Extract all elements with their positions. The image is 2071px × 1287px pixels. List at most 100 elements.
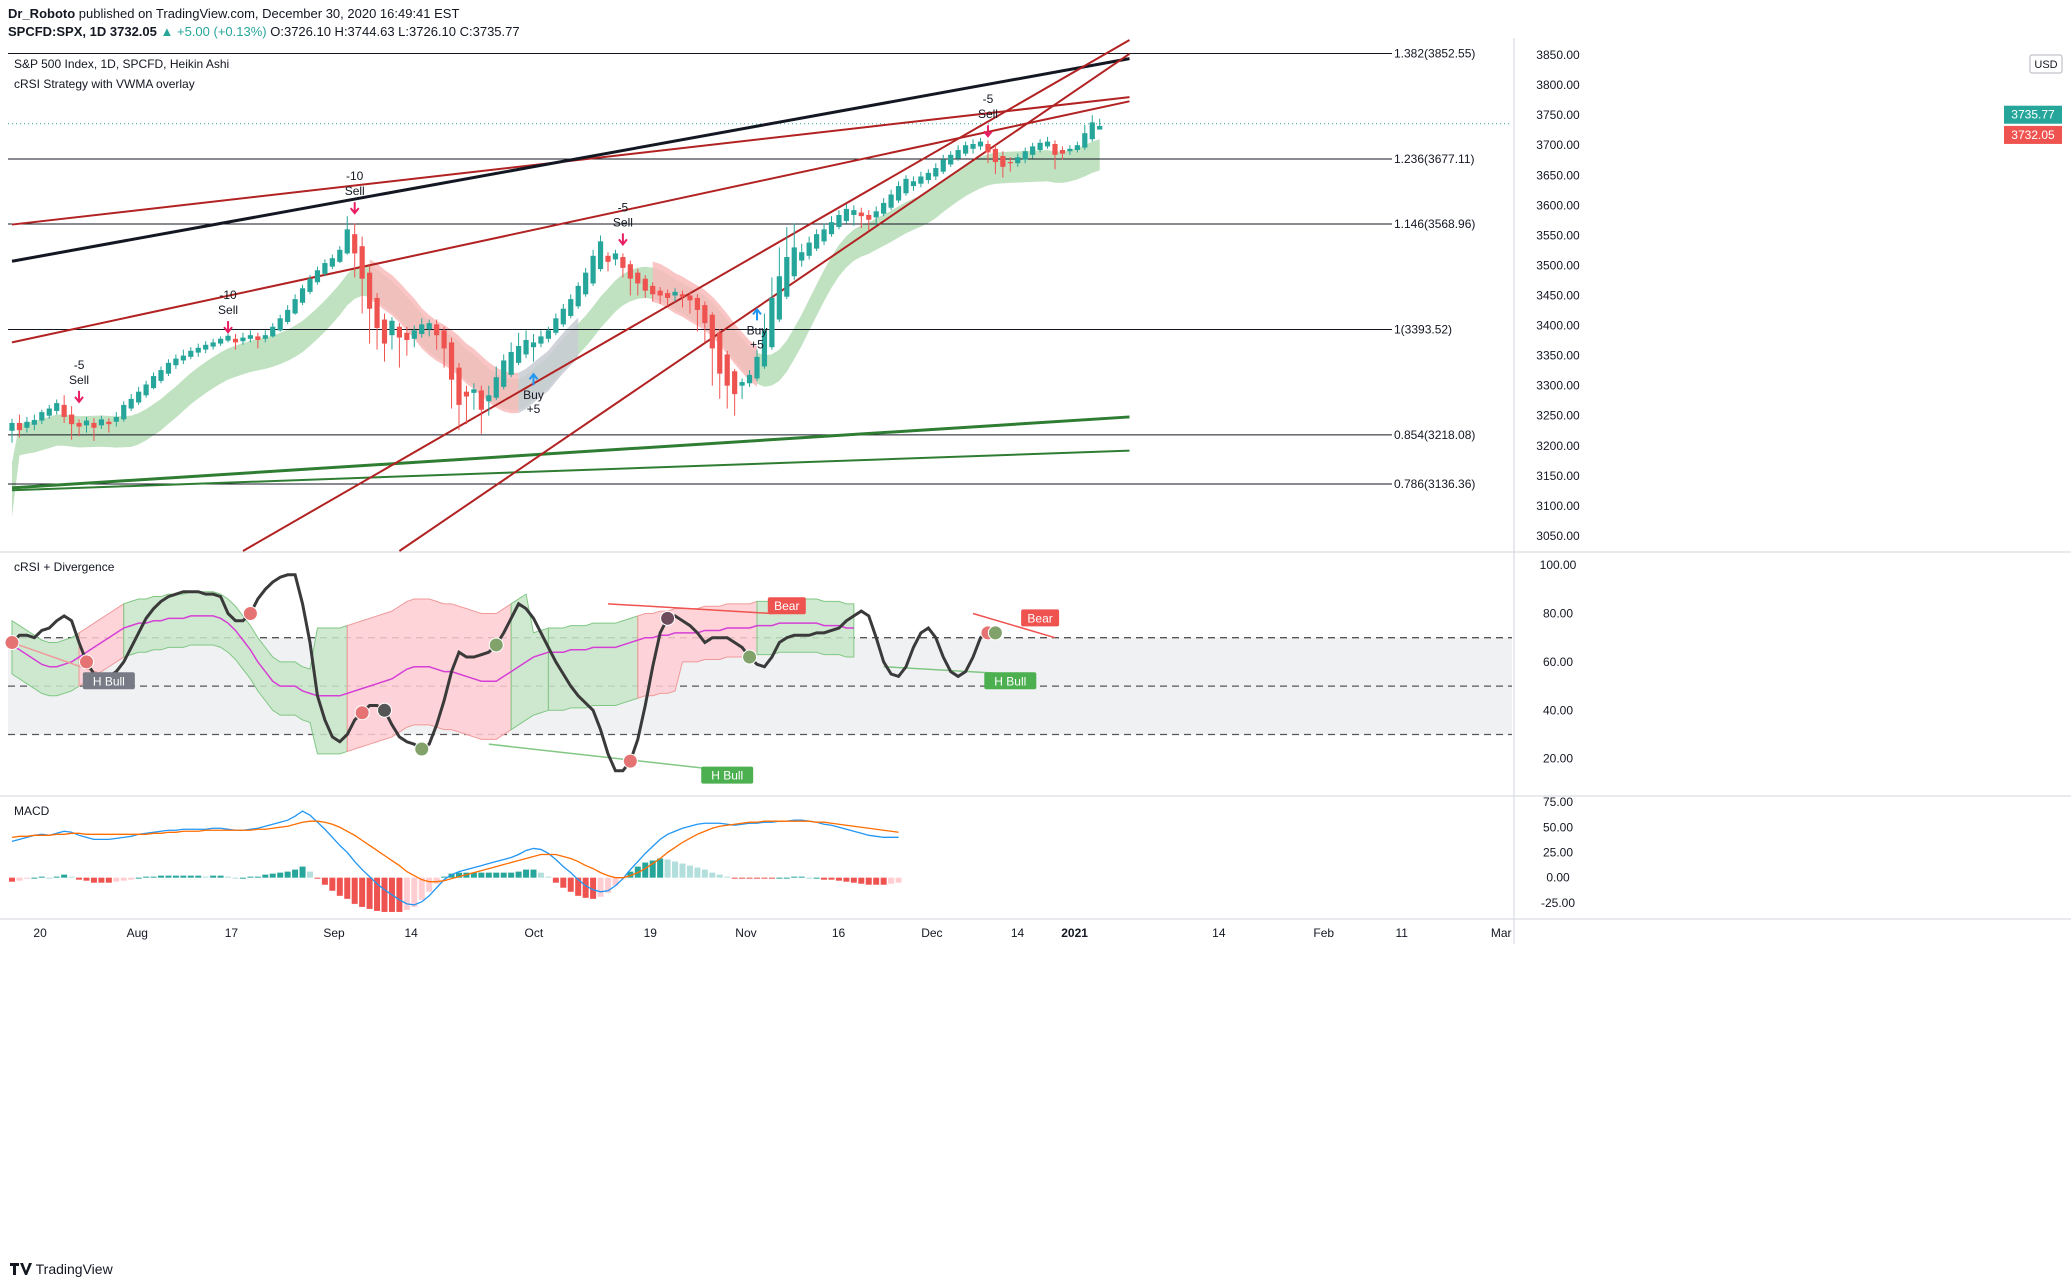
candle-body <box>277 318 283 331</box>
candle-body <box>46 408 52 416</box>
macd-histogram-bar <box>426 877 433 892</box>
divergence-line <box>607 603 772 615</box>
candle-body <box>903 178 909 194</box>
vwma-band <box>12 139 1100 517</box>
macd-histogram-bar <box>746 877 753 879</box>
time-tick-label: 14 <box>404 926 418 940</box>
candle-body <box>516 345 522 363</box>
candle-body <box>1000 156 1006 167</box>
candle-body <box>933 168 939 177</box>
price-tick-label: 3150.00 <box>1536 469 1580 483</box>
macd-tick-label: 25.00 <box>1543 845 1573 859</box>
price-tick-label: 3500.00 <box>1536 258 1580 272</box>
candle-body <box>113 416 119 422</box>
price-tick-label: 3400.00 <box>1536 319 1580 333</box>
macd-histogram-bar <box>642 862 649 878</box>
macd-histogram-bar <box>567 877 574 892</box>
candle-body <box>262 335 268 339</box>
signal-size-label: -10 <box>219 288 237 302</box>
candle-body <box>948 154 954 165</box>
candle-body <box>776 276 782 320</box>
candle-body <box>739 382 745 386</box>
macd-histogram-bar <box>292 869 299 878</box>
macd-histogram-bar <box>850 877 857 883</box>
candle-body <box>679 294 686 297</box>
candle-body <box>24 421 30 428</box>
time-tick-label: Nov <box>735 926 756 940</box>
crsi-label-badge <box>767 597 806 615</box>
candle-body <box>523 339 529 355</box>
macd-histogram-bar <box>858 877 865 884</box>
candle-body <box>1022 151 1028 160</box>
macd-histogram-bar <box>679 863 686 878</box>
macd-histogram-bar <box>761 877 768 879</box>
macd-histogram-bar <box>657 858 664 878</box>
macd-histogram-bar <box>98 877 105 883</box>
ticker-info: SPCFD:SPX, 1D 3732.05 ▲ +5.00 (+0.13%) O… <box>8 24 520 39</box>
macd-histogram-bar <box>798 876 805 878</box>
macd-histogram-bar <box>210 875 217 878</box>
time-tick-label: Feb <box>1313 926 1334 940</box>
macd-histogram-bar <box>888 877 895 884</box>
macd-histogram-bar <box>843 877 850 882</box>
trend-line <box>11 449 1130 492</box>
macd-histogram-bar <box>783 877 790 879</box>
candle-body <box>441 330 447 349</box>
signal-type-label: Buy <box>747 323 768 337</box>
macd-histogram-bar <box>158 875 164 878</box>
macd-histogram-bar <box>523 869 530 878</box>
price-tick-label: 3100.00 <box>1536 499 1580 513</box>
candle-body <box>627 264 633 279</box>
macd-histogram-bar <box>277 872 284 878</box>
candle-body <box>404 332 410 340</box>
candle-body <box>657 290 663 296</box>
price-tick-label: 3650.00 <box>1536 168 1580 182</box>
macd-histogram-bar <box>768 877 775 879</box>
macd-histogram-bar <box>262 874 269 878</box>
fib-level-label: 0.786(3136.36) <box>1394 477 1475 491</box>
candle-body <box>285 309 291 322</box>
macd-pane-title: MACD <box>14 804 50 818</box>
candle-body <box>165 362 172 374</box>
macd-histogram-bar <box>582 877 589 898</box>
macd-histogram-bar <box>23 877 30 879</box>
macd-histogram-bar <box>396 877 403 912</box>
fib-level-label: 1.146(3568.96) <box>1394 217 1475 231</box>
candle-body <box>16 422 23 431</box>
currency-badge <box>2029 54 2063 74</box>
price-tick-label: 3600.00 <box>1536 198 1580 212</box>
macd-histogram-bar <box>694 867 701 878</box>
candle-body <box>240 337 246 342</box>
crsi-signal-marker <box>242 606 258 621</box>
macd-histogram-bar <box>254 876 261 878</box>
macd-histogram-bar <box>366 877 373 909</box>
candle-body <box>597 241 604 270</box>
macd-histogram-bar <box>150 876 157 878</box>
candle-body <box>195 347 201 353</box>
tradingview-logo[interactable]: TradingView <box>10 1261 113 1277</box>
crsi-label-text: H Bull <box>711 769 743 783</box>
macd-histogram-bar <box>470 872 477 878</box>
macd-histogram-bar <box>321 877 328 885</box>
macd-histogram-bar <box>508 872 515 878</box>
candle-body <box>769 297 775 348</box>
crsi-signal-marker <box>79 654 94 670</box>
candle-body <box>590 255 596 284</box>
sell-arrow-icon <box>618 233 628 247</box>
macd-histogram-bar <box>575 877 582 896</box>
author-name[interactable]: Dr_Roboto <box>8 6 76 21</box>
macd-histogram-bar <box>776 877 783 879</box>
candle-body <box>843 208 849 221</box>
macd-histogram-bar <box>9 877 15 882</box>
candle-body <box>828 222 835 235</box>
candle-body <box>895 186 902 201</box>
macd-histogram-bar <box>590 877 597 899</box>
publish-info: Dr_Roboto published on TradingView.com, … <box>8 6 459 21</box>
candle-body <box>106 421 112 425</box>
macd-histogram-bar <box>664 859 671 878</box>
candle-body <box>225 335 231 341</box>
fib-level-label: 0.854(3218.08) <box>1394 428 1475 442</box>
macd-histogram-bar <box>515 871 522 878</box>
candle-body <box>389 320 395 336</box>
